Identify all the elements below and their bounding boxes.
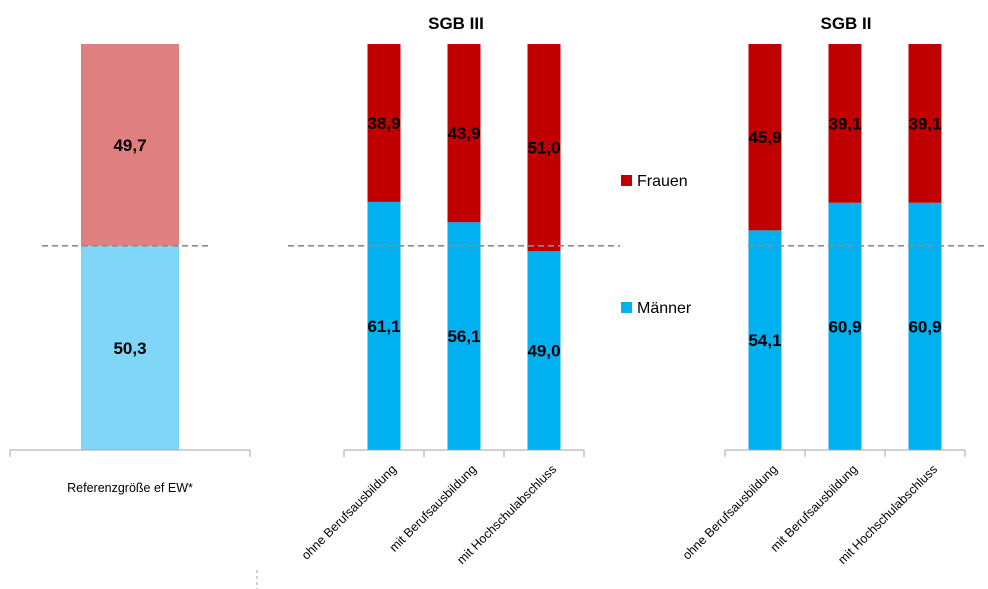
data-label: 51,0	[527, 139, 560, 158]
data-label: 60,9	[908, 317, 941, 336]
data-label: 39,1	[908, 114, 941, 133]
bar-frauen-0	[367, 44, 401, 202]
data-label: 49,7	[113, 136, 146, 155]
bar-mnner-0	[81, 245, 179, 450]
data-label: 60,9	[828, 317, 861, 336]
legend-label: Männer	[637, 300, 692, 317]
bar-mnner-0	[748, 230, 782, 450]
data-label: 56,1	[447, 327, 480, 346]
legend-swatch-mnner	[621, 302, 632, 313]
chart-panel-sgb2: SGB II 54,1 45,9 60,9 39,1 60,9 39,1 ohne Beruf…	[680, 14, 988, 567]
data-label: 45,9	[748, 128, 781, 147]
bar-frauen-1	[447, 44, 481, 223]
panel-title: SGB II	[820, 14, 871, 33]
bar-mnner-2	[527, 251, 561, 450]
category-label: ohne Berufsausbildung	[680, 462, 780, 562]
legend: Frauen Männer	[621, 173, 692, 317]
bar-mnner-2	[908, 202, 942, 450]
data-label: 49,0	[527, 342, 560, 361]
data-label: 38,9	[367, 114, 400, 133]
chart-panel-sgb3: SGB III 61,1 38,9 56,1 43,9 49,0 51,0 ohne Beru…	[288, 14, 620, 567]
category-label: mit Berufsausbildung	[387, 462, 479, 554]
panel-title: SGB III	[428, 14, 484, 33]
bar-mnner-1	[447, 222, 481, 450]
bar-mnner-1	[828, 202, 862, 450]
category-label: Referenzgröße ef EW*	[67, 481, 193, 495]
data-label: 50,3	[113, 339, 146, 358]
bar-frauen-2	[908, 44, 942, 203]
data-label: 61,1	[367, 317, 400, 336]
bar-frauen-2	[527, 44, 561, 252]
legend-swatch-frauen	[621, 175, 632, 186]
data-label: 54,1	[748, 331, 781, 350]
legend-label: Frauen	[637, 173, 688, 190]
data-label: 43,9	[447, 124, 480, 143]
bar-frauen-1	[828, 44, 862, 203]
data-label: 39,1	[828, 114, 861, 133]
bar-frauen-0	[81, 44, 179, 246]
bar-mnner-0	[367, 201, 401, 450]
bar-frauen-0	[748, 44, 782, 231]
chart-panel-ref: 50,3 49,7 Referenzgröße ef EW*	[9, 44, 251, 495]
category-label: mit Berufsausbildung	[768, 462, 860, 554]
category-label: ohne Berufsausbildung	[299, 462, 399, 562]
